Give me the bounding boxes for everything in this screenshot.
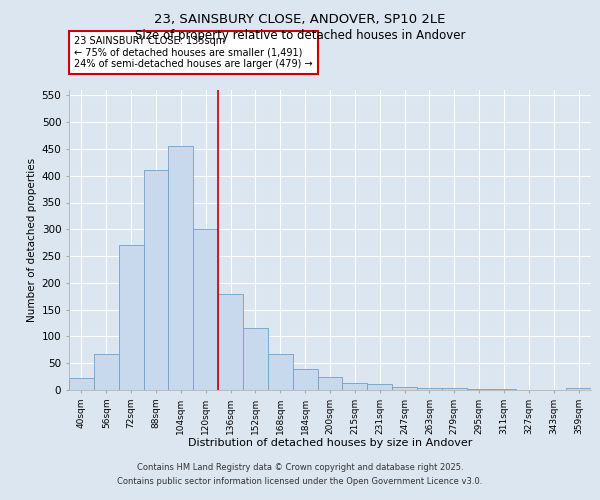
Text: 23 SAINSBURY CLOSE: 135sqm
← 75% of detached houses are smaller (1,491)
24% of s: 23 SAINSBURY CLOSE: 135sqm ← 75% of deta… xyxy=(74,36,313,69)
Y-axis label: Number of detached properties: Number of detached properties xyxy=(28,158,37,322)
Bar xyxy=(442,388,467,390)
Bar xyxy=(293,368,317,390)
Bar xyxy=(169,146,193,390)
Bar xyxy=(566,388,591,390)
X-axis label: Distribution of detached houses by size in Andover: Distribution of detached houses by size … xyxy=(188,438,472,448)
Text: Contains HM Land Registry data © Crown copyright and database right 2025.: Contains HM Land Registry data © Crown c… xyxy=(137,464,463,472)
Bar xyxy=(143,170,169,390)
Bar xyxy=(392,388,417,390)
Bar xyxy=(367,384,392,390)
Bar xyxy=(119,246,143,390)
Bar xyxy=(94,354,119,390)
Bar xyxy=(218,294,243,390)
Bar xyxy=(69,378,94,390)
Bar xyxy=(417,388,442,390)
Bar xyxy=(193,230,218,390)
Text: 23, SAINSBURY CLOSE, ANDOVER, SP10 2LE: 23, SAINSBURY CLOSE, ANDOVER, SP10 2LE xyxy=(154,12,446,26)
Bar xyxy=(243,328,268,390)
Bar xyxy=(343,382,367,390)
Text: Size of property relative to detached houses in Andover: Size of property relative to detached ho… xyxy=(135,29,465,42)
Text: Contains public sector information licensed under the Open Government Licence v3: Contains public sector information licen… xyxy=(118,477,482,486)
Bar xyxy=(317,376,343,390)
Bar xyxy=(268,354,293,390)
